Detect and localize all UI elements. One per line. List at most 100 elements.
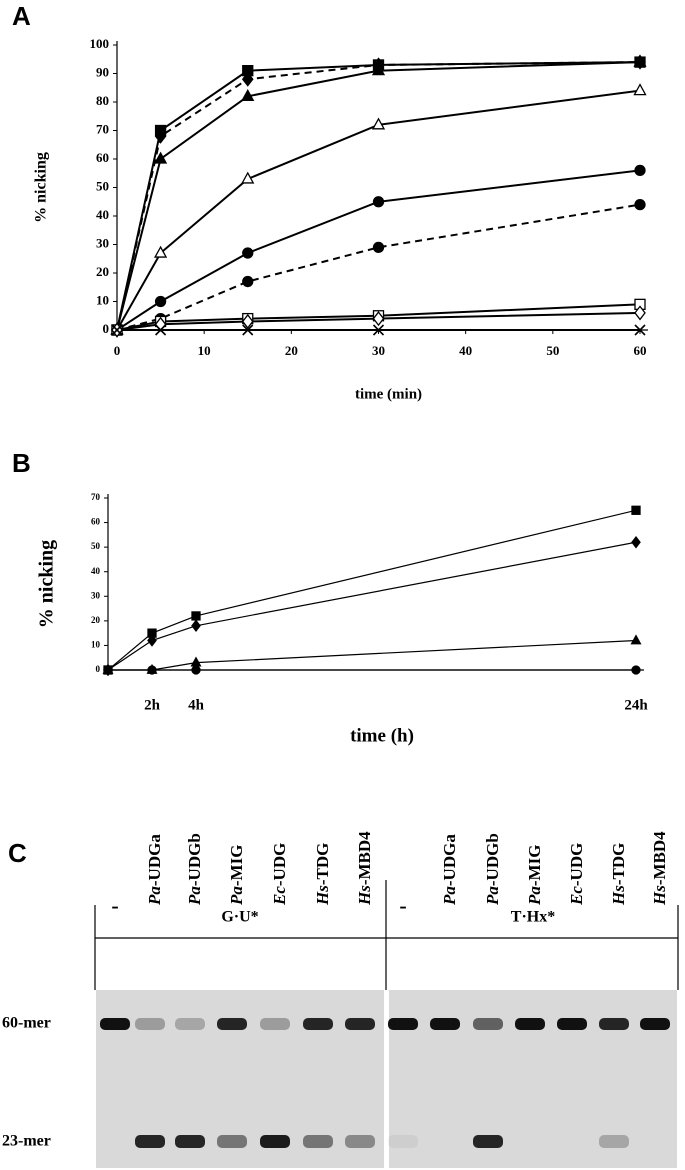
y-axis-label: % nicking — [36, 540, 58, 628]
marker — [191, 665, 201, 675]
enzyme: -UDGa — [145, 834, 164, 886]
species: Pa — [440, 886, 459, 906]
y-tick-label: 20 — [96, 264, 109, 279]
band — [217, 1135, 247, 1148]
marker — [241, 171, 255, 184]
band — [260, 1135, 290, 1148]
y-tick-label: 20 — [91, 615, 101, 625]
band — [388, 1135, 418, 1148]
marker — [371, 63, 386, 76]
x-tick-label: 30 — [372, 343, 385, 358]
band — [345, 1018, 375, 1030]
enzyme: -TDG — [313, 843, 332, 886]
marker — [372, 241, 385, 254]
lane-label: - — [111, 893, 118, 918]
marker — [147, 665, 157, 675]
band — [135, 1135, 165, 1148]
marker — [242, 247, 254, 259]
lane-label: Pa-UDGa — [440, 834, 459, 906]
y-tick-label: 30 — [91, 590, 101, 600]
marker — [631, 665, 641, 675]
marker — [241, 88, 255, 101]
y-tick-label: 10 — [91, 639, 101, 649]
lane-label: Pa-UDGa — [145, 834, 164, 906]
row-label: 60-mer — [2, 1015, 51, 1032]
x-tick-label: 4h — [188, 697, 205, 713]
series-line — [116, 61, 641, 331]
y-tick-label: 40 — [96, 207, 109, 222]
enzyme: -MBD4 — [355, 831, 374, 885]
series-line — [116, 61, 641, 331]
marker — [191, 619, 201, 633]
marker — [372, 196, 385, 208]
marker — [241, 313, 254, 330]
enzyme: -UDGa — [440, 834, 459, 886]
y-tick-label: 10 — [96, 292, 109, 307]
enzyme: -MBD4 — [650, 831, 669, 885]
marker — [371, 117, 386, 130]
lane-label: Ec-UDG — [270, 843, 289, 906]
marker — [631, 505, 641, 515]
marker — [631, 535, 641, 549]
band — [557, 1018, 587, 1030]
marker — [190, 656, 202, 667]
x-axis-label: time (min) — [355, 386, 422, 402]
x-tick-label: 10 — [198, 343, 211, 358]
marker — [155, 324, 167, 336]
panel-label: C — [8, 838, 27, 868]
species: Ec — [567, 886, 586, 906]
species: Pa — [525, 886, 544, 906]
series-line — [107, 541, 637, 671]
y-tick-label: 0 — [96, 664, 101, 674]
band — [473, 1018, 503, 1030]
marker — [242, 275, 254, 288]
y-tick-label: 30 — [96, 235, 109, 250]
y-tick-label: 100 — [90, 36, 110, 51]
x-tick-label: 60 — [634, 343, 647, 358]
group-label: G·U* — [221, 909, 258, 926]
marker — [103, 665, 113, 675]
lane-label: Pa-MIG — [525, 845, 544, 906]
y-tick-label: 80 — [96, 93, 109, 108]
band — [135, 1018, 165, 1030]
band — [100, 1018, 130, 1030]
group-label: T·Hx* — [511, 909, 555, 926]
x-axis-label: time (h) — [350, 725, 414, 746]
species: Ec — [270, 886, 289, 906]
species: Hs — [355, 885, 374, 906]
band — [473, 1135, 503, 1148]
enzyme: -UDG — [270, 843, 289, 886]
band — [260, 1018, 290, 1030]
marker — [154, 295, 167, 308]
marker — [634, 324, 646, 336]
x-tick-label: 50 — [546, 343, 559, 358]
row-label: 23-mer — [2, 1133, 51, 1150]
marker — [633, 83, 647, 96]
enzyme: -MIG — [525, 845, 544, 887]
enzyme: -UDG — [567, 843, 586, 886]
y-tick-label: 50 — [91, 541, 101, 551]
band — [388, 1018, 418, 1030]
x-tick-label: 2h — [144, 697, 161, 713]
enzyme: -MIG — [227, 845, 246, 887]
lane-label: Pa-UDGb — [483, 833, 502, 906]
y-tick-label: 60 — [91, 517, 101, 527]
series-line — [107, 509, 637, 671]
y-tick-label: 70 — [91, 492, 101, 502]
marker — [630, 634, 642, 645]
marker — [154, 128, 167, 144]
y-tick-label: 50 — [96, 178, 109, 193]
marker — [241, 71, 254, 87]
y-tick-label: 40 — [91, 566, 101, 576]
y-tick-label: 90 — [96, 64, 109, 79]
gel-image — [389, 990, 677, 1168]
lane-label: Hs-TDG — [609, 843, 628, 906]
species: Pa — [483, 886, 502, 906]
band — [640, 1018, 670, 1030]
marker — [372, 311, 385, 327]
panel-label: B — [12, 448, 31, 478]
band — [303, 1018, 333, 1030]
band — [175, 1018, 205, 1030]
marker — [111, 324, 123, 336]
band — [430, 1018, 460, 1030]
